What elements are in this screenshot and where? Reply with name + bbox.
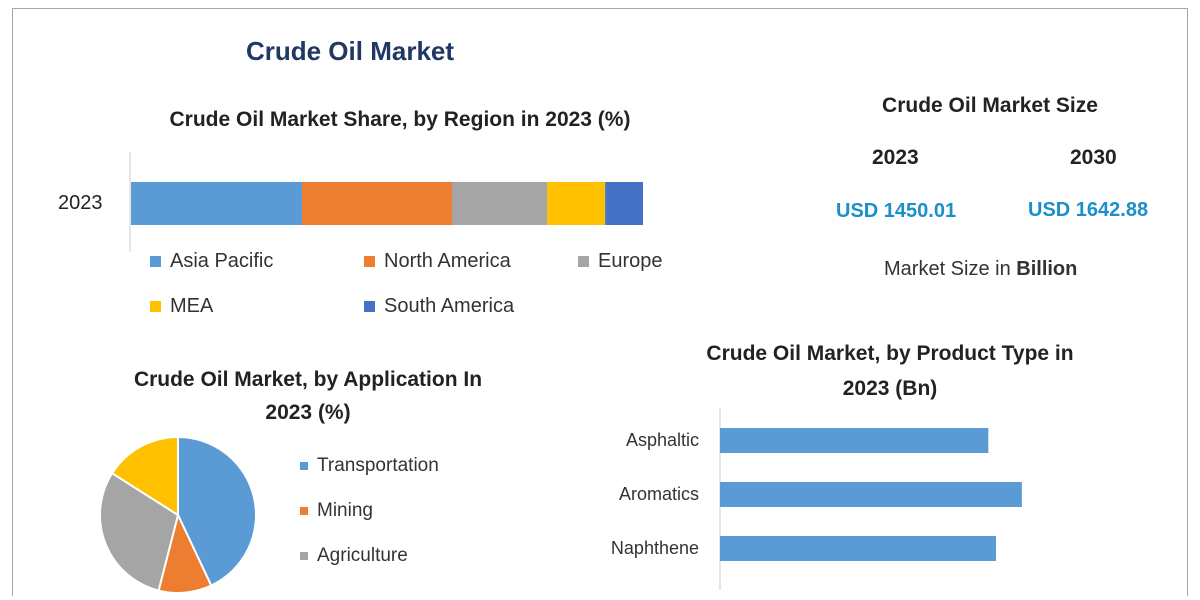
legend-swatch	[578, 256, 589, 267]
product-chart-title-line1: Crude Oil Market, by Product Type in	[706, 342, 1074, 365]
region-bar-segment-north-america	[302, 182, 453, 225]
region-legend-item: South America	[364, 295, 514, 318]
region-bar-segment-europe	[452, 182, 548, 225]
pie-legend-item: Agriculture	[300, 545, 408, 567]
pie-legend-item: Mining	[300, 500, 373, 522]
product-category-label: Naphthene	[560, 538, 699, 559]
page-title: Crude Oil Market	[245, 36, 455, 66]
legend-label: Europe	[598, 250, 663, 272]
application-chart-title-line1: Crude Oil Market, by Application In	[133, 368, 483, 391]
pie-legend-item: Transportation	[300, 455, 439, 477]
market-size-title: Crude Oil Market Size	[882, 94, 1098, 117]
market-size-year-2023: 2023	[872, 146, 919, 169]
legend-label: Transportation	[317, 455, 439, 476]
legend-swatch	[300, 507, 308, 515]
region-legend-item: MEA	[150, 295, 213, 318]
product-category-label: Asphaltic	[560, 430, 699, 451]
region-bar-segment-south-america	[605, 182, 643, 225]
region-category-label: 2023	[58, 192, 103, 214]
product-bar-aromatics	[720, 482, 1022, 507]
legend-label: Mining	[317, 500, 373, 521]
market-size-value-2023: USD 1450.01	[836, 200, 957, 222]
note-prefix: Market Size in	[884, 258, 1017, 280]
category-label: Asphaltic	[625, 430, 699, 450]
product-category-label: Aromatics	[560, 484, 699, 505]
note-unit: Billion	[1016, 258, 1078, 280]
pie-slice-agriculture	[99, 471, 180, 592]
product-chart-title-line2: 2023 (Bn)	[842, 377, 938, 400]
legend-swatch	[150, 301, 161, 312]
legend-swatch	[300, 552, 308, 560]
region-bar-segment-mea	[547, 182, 606, 225]
legend-swatch	[300, 462, 308, 470]
legend-label: North America	[384, 250, 511, 272]
region-legend-item: North America	[364, 250, 511, 273]
region-legend-item: Europe	[578, 250, 663, 273]
region-chart-title: Crude Oil Market Share, by Region in 202…	[169, 108, 631, 131]
pie-slice-transportation	[177, 435, 257, 587]
region-legend-item: Asia Pacific	[150, 250, 273, 273]
legend-label: Asia Pacific	[170, 250, 274, 272]
product-bar-naphthene	[720, 536, 996, 561]
legend-label: South America	[384, 295, 515, 317]
product-bar-asphaltic	[720, 428, 989, 453]
legend-swatch	[364, 301, 375, 312]
legend-label: Agriculture	[317, 545, 408, 566]
market-size-value-2030: USD 1642.88	[1028, 199, 1149, 221]
legend-swatch	[150, 256, 161, 267]
region-bar-segment-asia-pacific	[131, 182, 303, 225]
application-chart-title-line2: 2023 (%)	[265, 401, 351, 424]
category-label: Naphthene	[610, 538, 699, 558]
market-size-note: Market Size in Billion	[884, 258, 1077, 281]
legend-label: MEA	[170, 295, 214, 317]
market-size-year-2030: 2030	[1070, 146, 1117, 169]
frame-border	[12, 8, 1188, 596]
category-label: Aromatics	[618, 484, 699, 504]
legend-swatch	[364, 256, 375, 267]
pie-slice-other	[110, 435, 179, 517]
